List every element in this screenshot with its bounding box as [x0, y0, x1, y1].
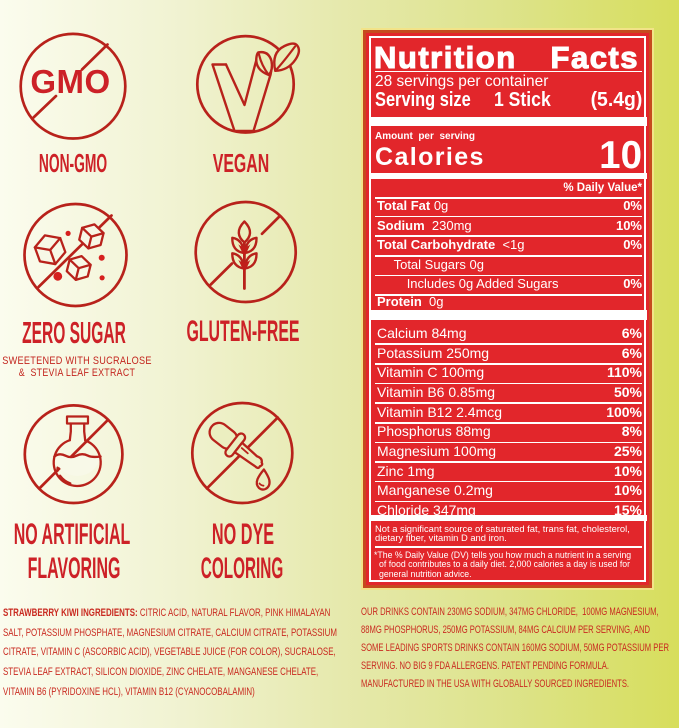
- svg-text:GMO: GMO: [30, 63, 110, 100]
